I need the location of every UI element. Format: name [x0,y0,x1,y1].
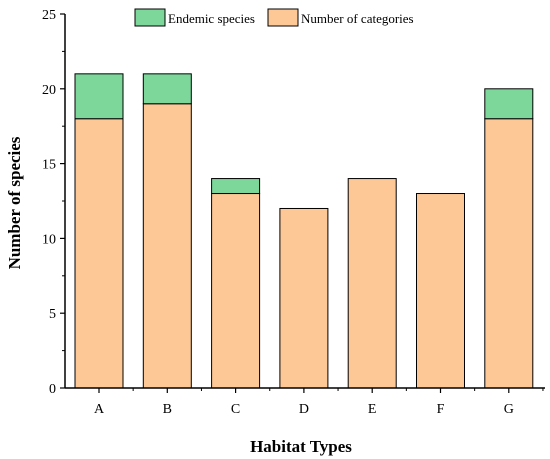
legend: Endemic species Number of categories [134,8,414,27]
y-tick-label-5: 5 [49,307,56,322]
x-tick-label-G: G [504,402,514,417]
legend-label-number-of-categories: Number of categories [301,11,414,26]
bar-number-of-categories-E [347,178,397,389]
bar-number-of-categories-A [74,118,124,389]
legend-swatch-endemic-species [134,8,166,27]
legend-swatch-number-of-categories [267,8,299,27]
x-tick-label-F: F [437,402,445,417]
bar-endemic-species-C [211,178,261,195]
axes-layer: 0 5 10 15 20 25 A B C D E F G [42,8,545,417]
bar-number-of-categories-D [279,207,329,389]
bar-number-of-categories-C [211,193,261,389]
bar-number-of-categories-G [484,118,534,389]
bar-number-of-categories-F [416,193,465,389]
y-tick-label-25: 25 [42,8,56,23]
y-tick-label-15: 15 [42,158,56,173]
bar-endemic-species-A [74,73,124,120]
x-axis-title: Habitat Types [250,437,352,456]
y-tick-label-20: 20 [42,83,56,98]
x-tick-label-E: E [368,402,377,417]
x-tick-label-D: D [299,402,309,417]
bar-endemic-species-G [484,88,534,120]
bar-endemic-species-B [142,73,192,105]
y-axis-title: Number of species [5,136,24,269]
bar-number-of-categories-B [142,103,192,389]
y-tick-label-0: 0 [49,382,56,397]
x-tick-label-B: B [163,402,172,417]
x-tick-label-A: A [94,402,105,417]
y-tick-label-10: 10 [42,232,56,247]
x-tick-label-C: C [231,402,240,417]
legend-label-endemic-species: Endemic species [168,11,255,26]
bars-layer [74,73,534,389]
